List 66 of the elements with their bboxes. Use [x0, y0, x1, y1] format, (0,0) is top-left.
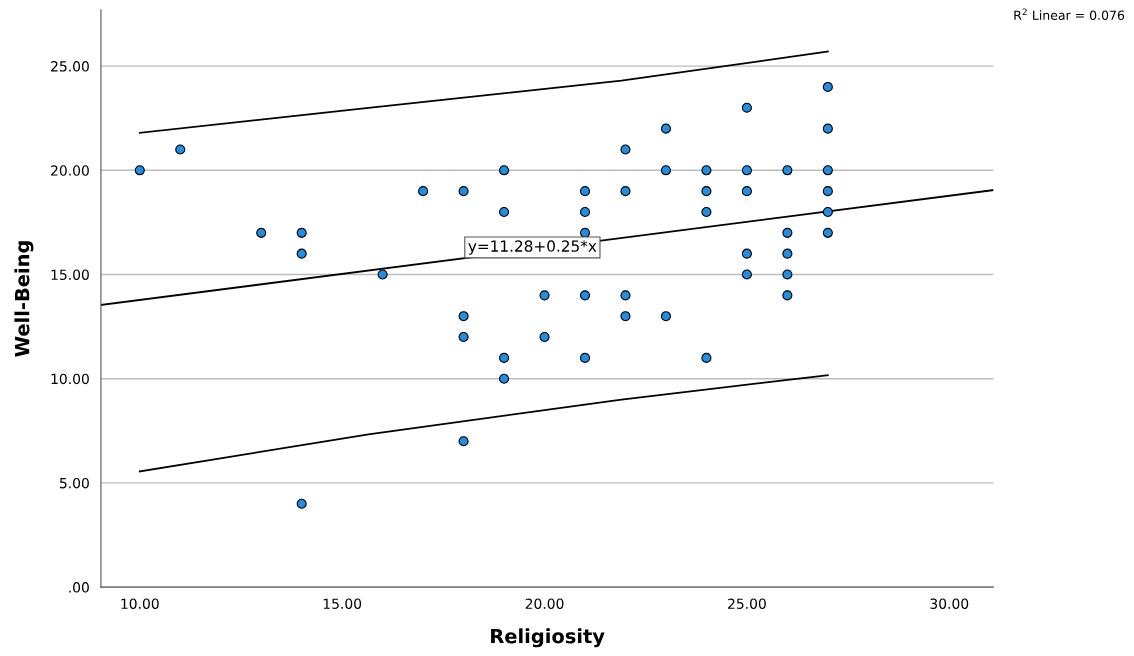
point [822, 206, 833, 218]
point [498, 165, 510, 176]
point [660, 165, 672, 176]
point [175, 144, 186, 155]
point [498, 352, 510, 363]
point [458, 436, 469, 447]
line-series [138, 374, 829, 473]
point [256, 227, 267, 238]
point [741, 269, 752, 280]
point [134, 165, 145, 176]
point [660, 123, 672, 134]
point [701, 206, 712, 218]
point [418, 186, 429, 197]
x-axis-title: Religiosity [491, 628, 605, 648]
point [741, 102, 752, 113]
point [822, 227, 833, 238]
point [822, 123, 833, 134]
point [296, 498, 307, 509]
point [782, 227, 793, 238]
point [620, 186, 631, 197]
point [701, 352, 712, 363]
point [498, 373, 510, 384]
point [822, 165, 833, 176]
point [741, 165, 752, 176]
point [741, 186, 752, 197]
point [296, 227, 307, 238]
point [539, 290, 550, 301]
point [579, 290, 591, 301]
point [620, 311, 631, 322]
point [822, 81, 833, 93]
point [660, 311, 672, 322]
point [701, 165, 712, 176]
y-tick-label: 5.00 [59, 477, 89, 489]
x-tick-label: 10.00 [121, 598, 159, 609]
x-tick-label: 30.00 [930, 598, 969, 609]
y-tick-label: .00 [69, 582, 89, 593]
point [539, 331, 550, 343]
text: R$^{2}$ Linear = 0.076 [1014, 8, 1125, 20]
x-tick-label: 15.00 [323, 598, 362, 609]
point [822, 186, 833, 197]
point [377, 269, 388, 280]
x-tick-label: 20.00 [525, 598, 564, 609]
point [782, 269, 793, 280]
point [579, 206, 591, 218]
x-tick-label: 25.00 [728, 598, 766, 609]
line-series [138, 50, 829, 134]
point [296, 248, 307, 259]
point [782, 165, 793, 176]
point [458, 331, 469, 343]
y-tick-label: 20.00 [51, 165, 89, 176]
point [620, 144, 631, 155]
annotation: y=11.28+0.25*x [468, 240, 597, 255]
y-tick-label: 10.00 [51, 373, 89, 385]
point [701, 186, 712, 197]
point [782, 248, 793, 259]
point [579, 186, 591, 197]
y-tick-label: 25.00 [51, 61, 89, 72]
point [741, 248, 752, 259]
point [498, 206, 510, 218]
point [620, 290, 631, 301]
point [458, 186, 469, 197]
y-axis-title: Well-Being [14, 241, 34, 357]
point [782, 290, 793, 301]
point [458, 311, 469, 322]
y-tick-label: 15.00 [51, 269, 89, 280]
point [579, 352, 591, 363]
